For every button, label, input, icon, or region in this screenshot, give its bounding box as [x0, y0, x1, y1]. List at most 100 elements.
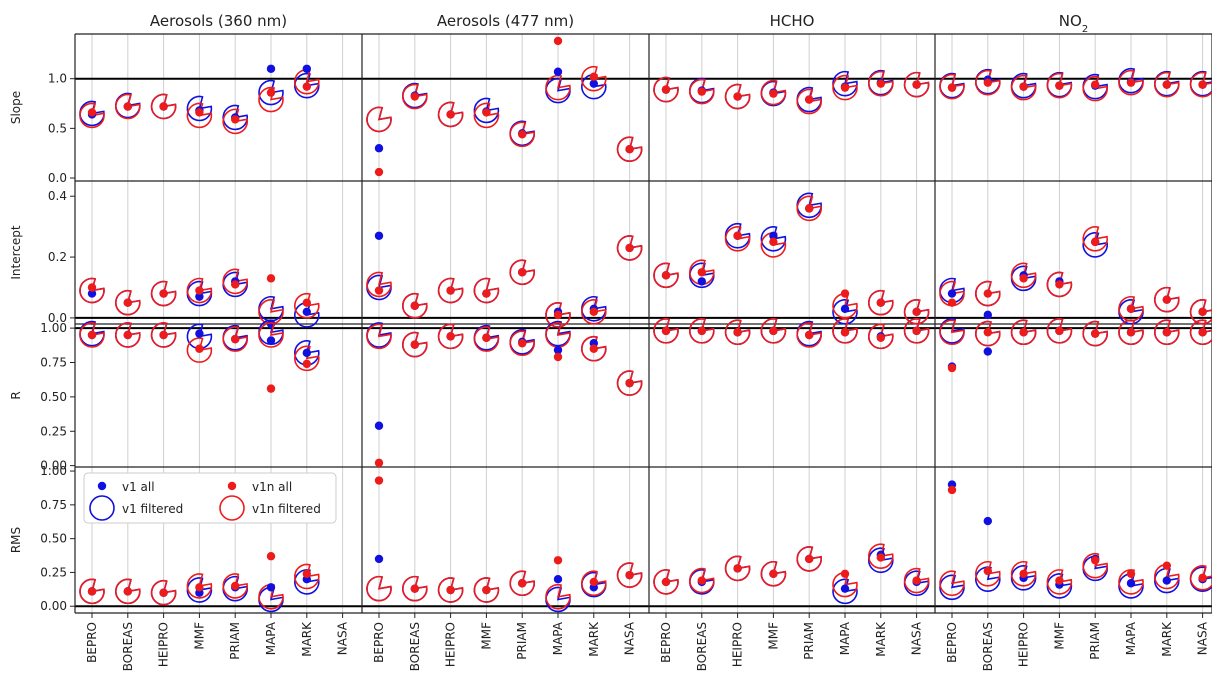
v1n-filtered-marker [186, 337, 213, 363]
v1n-filtered-marker [1082, 552, 1108, 579]
y-axis-label: Intercept [9, 225, 23, 280]
x-tick-label: PRIAM [1088, 622, 1102, 660]
v1n-all-point [947, 363, 957, 373]
series-group-no2-rms [939, 480, 1212, 601]
v1n-filtered-marker [509, 121, 535, 148]
y-tick-label: 0.00 [40, 459, 67, 473]
v1-all-point [589, 79, 598, 88]
v1-filtered-marker [689, 262, 715, 289]
v1n-all-point [947, 298, 957, 307]
series-group-aerosols-360-nm-r [79, 319, 320, 393]
v1n-filtered-marker [258, 86, 284, 113]
legend-marker [97, 481, 107, 491]
column-title: NO2 [1059, 12, 1088, 35]
series-group-no2-r [939, 318, 1212, 373]
v1n-filtered-marker [258, 299, 284, 325]
v1n-all-point [123, 330, 132, 340]
v1-all-point [697, 277, 706, 286]
v1n-all-point [733, 92, 742, 101]
v1n-all-point [840, 569, 850, 578]
v1n-all-point [1055, 576, 1064, 585]
v1n-all-point [805, 204, 814, 213]
v1n-filtered-marker [689, 567, 715, 594]
panel-no2-slope [935, 34, 1212, 181]
v1-all-point [266, 64, 276, 73]
legend-label: v1 filtered [122, 502, 183, 516]
v1n-all-point [195, 344, 204, 353]
v1n-all-point [1126, 78, 1136, 87]
v1n-filtered-marker [796, 195, 822, 222]
v1n-all-point [1162, 295, 1172, 304]
v1n-all-point [1055, 326, 1064, 336]
v1n-filtered-marker [796, 546, 822, 572]
v1-filtered-marker [903, 570, 930, 596]
v1n-filtered-marker [796, 88, 822, 115]
v1-all-point [374, 231, 384, 240]
panel-hcho-slope [649, 34, 935, 181]
v1n-all-point [266, 274, 276, 283]
legend-marker [89, 495, 115, 521]
v1n-filtered-marker [903, 567, 930, 594]
v1-filtered-marker [1010, 265, 1037, 292]
v1n-filtered-marker [402, 575, 428, 602]
v1n-all-point [1055, 81, 1064, 90]
panel-aerosols-477-nm-rms [362, 467, 649, 613]
y-tick-label: 0.75 [40, 498, 67, 512]
x-tick-label: PRIAM [515, 622, 529, 660]
v1-all-point [840, 584, 850, 593]
series-group-aerosols-477-nm-rms [366, 476, 643, 613]
v1n-filtered-marker [366, 106, 392, 133]
v1-filtered-marker [939, 574, 965, 601]
v1n-filtered-marker [653, 318, 679, 344]
v1-all-point [769, 231, 778, 240]
v1-all-point [983, 516, 992, 526]
panel-no2-intercept [935, 181, 1212, 324]
v1n-filtered-marker [975, 320, 1001, 347]
x-tick-label: BEPRO [659, 622, 673, 663]
v1-filtered-marker [222, 271, 248, 298]
v1n-filtered-marker [545, 322, 571, 348]
v1n-all-point [661, 271, 671, 280]
legend-label: v1 all [122, 480, 155, 494]
x-tick-label: MARK [587, 621, 601, 657]
v1n-all-point [518, 579, 527, 588]
v1n-filtered-marker [186, 573, 213, 599]
v1n-all-point [231, 280, 240, 289]
v1n-all-point [231, 115, 240, 124]
v1n-all-point [769, 569, 778, 578]
v1-filtered-marker [222, 575, 248, 602]
v1n-all-point [697, 268, 706, 277]
v1n-all-point [876, 298, 885, 307]
v1n-all-point [1198, 80, 1207, 89]
v1n-filtered-marker [581, 570, 607, 596]
v1n-filtered-marker [939, 319, 965, 345]
v1n-filtered-marker [939, 73, 965, 100]
v1n-all-point [625, 145, 634, 154]
v1n-all-point [446, 110, 455, 119]
x-tick-label: MAPA [1124, 621, 1138, 655]
column-title: HCHO [770, 12, 815, 30]
panel-aerosols-477-nm-intercept [362, 181, 649, 324]
v1n-all-point [1162, 80, 1172, 89]
v1n-filtered-marker [724, 319, 751, 345]
v1n-all-point [805, 95, 814, 104]
v1n-all-point [1019, 328, 1028, 337]
v1n-filtered-marker [868, 70, 894, 97]
v1n-filtered-marker [366, 323, 392, 350]
y-tick-label: 0.4 [48, 189, 67, 203]
v1n-filtered-marker [832, 318, 858, 344]
v1n-filtered-marker [150, 93, 177, 120]
y-axis-label: RMS [9, 527, 23, 553]
v1-all-point [553, 575, 563, 584]
v1n-filtered-marker [581, 335, 607, 362]
v1n-filtered-marker [1118, 69, 1144, 96]
v1n-filtered-marker [724, 83, 751, 110]
series-group-aerosols-477-nm-r [366, 320, 643, 468]
v1n-filtered-marker [1082, 226, 1108, 252]
y-axis-label: R [9, 391, 23, 399]
series-group-aerosols-477-nm-intercept [366, 231, 643, 328]
panel-aerosols-360-nm-intercept [75, 181, 362, 324]
series-group-hcho-rms [653, 543, 930, 605]
v1n-filtered-marker [402, 83, 428, 110]
v1n-filtered-marker [1082, 320, 1108, 347]
